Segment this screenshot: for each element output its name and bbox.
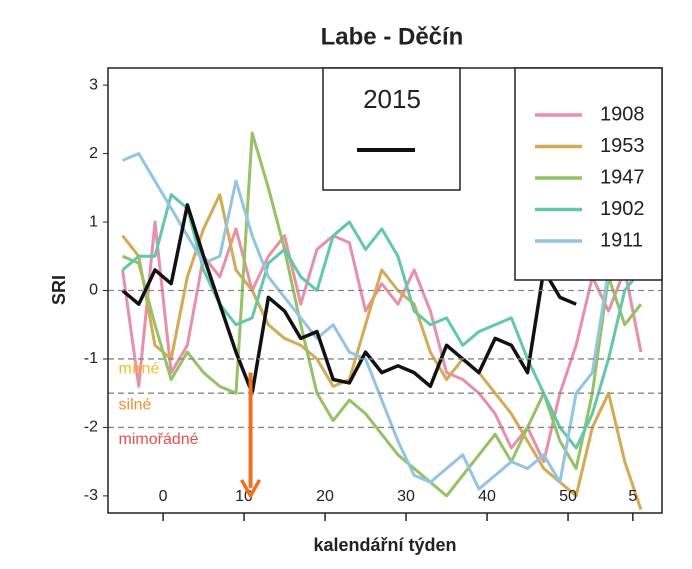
y-tick-label: -3	[84, 487, 98, 504]
x-axis-label: kalendářní týden	[313, 535, 456, 555]
y-axis-label: SRI	[49, 275, 69, 305]
y-tick-label: -1	[84, 350, 98, 367]
series-line	[121, 131, 643, 498]
legend-label: 1908	[600, 103, 645, 125]
y-tick-label: 0	[89, 282, 98, 299]
plot-lines	[121, 131, 643, 511]
annotation: mírné	[119, 360, 160, 377]
legend-label: 1902	[600, 198, 645, 220]
chart-title: Labe - Děčín	[321, 23, 464, 50]
arrow-head	[240, 479, 262, 500]
legend-label: 1953	[600, 135, 645, 157]
annotation: silné	[119, 397, 152, 414]
x-tick-label: 50	[559, 488, 577, 505]
legend-box	[514, 67, 663, 281]
x-tick-label: 40	[478, 488, 496, 505]
legend-label: 1911	[600, 229, 643, 251]
y-tick-label: 1	[89, 213, 98, 230]
x-tick-label: 5	[628, 488, 637, 505]
y-tick-label: 3	[89, 76, 98, 93]
x-tick-label: 30	[397, 488, 415, 505]
series-line	[121, 193, 643, 450]
x-tick-label: 20	[316, 488, 334, 505]
series-line	[121, 193, 643, 511]
series-line	[121, 152, 643, 491]
legend-label: 2015	[363, 84, 421, 114]
annotation: mimořádné	[119, 431, 199, 448]
inset-legend-box	[322, 67, 461, 191]
x-tick-label: 0	[159, 488, 168, 505]
legend-label: 1947	[600, 166, 645, 188]
y-tick-label: -2	[84, 419, 98, 436]
y-tick-label: 2	[89, 145, 98, 162]
series-line	[121, 203, 577, 395]
